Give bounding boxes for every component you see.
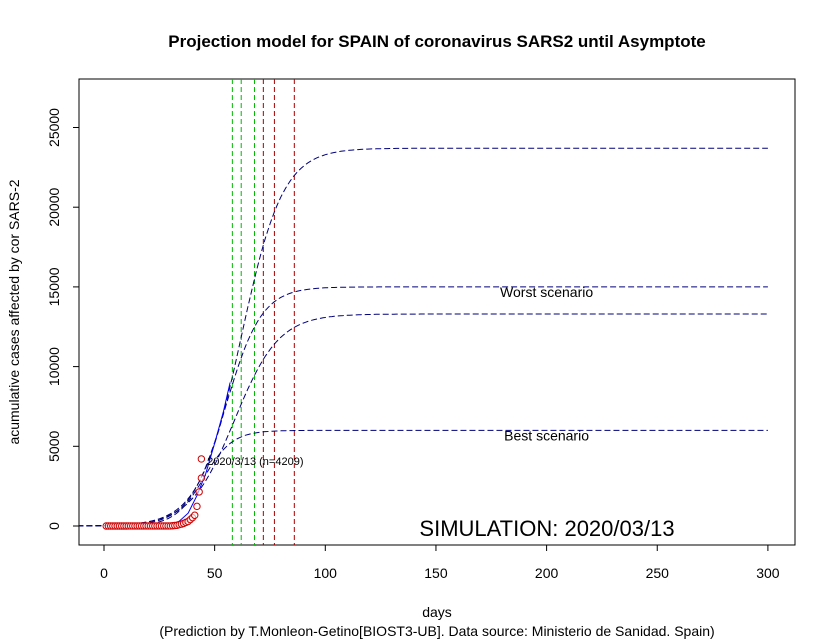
y-tick-label: 25000	[46, 108, 62, 147]
y-tick-label: 5000	[46, 431, 62, 462]
y-tick-label: 10000	[46, 347, 62, 386]
y-axis-label: acumulative cases affected by cor SARS-2	[6, 179, 22, 444]
projection-curve-5	[170, 382, 231, 525]
x-tick-label: 0	[100, 565, 108, 581]
worst-scenario-label: Worst scenario	[500, 284, 593, 300]
observed-point	[195, 488, 203, 496]
observed-point	[197, 474, 206, 482]
observed-point	[197, 455, 206, 463]
plot-frame	[78, 78, 796, 546]
chart-caption: (Prediction by T.Monleon-Getino[BIOST3-U…	[159, 623, 714, 639]
observed-point	[191, 511, 199, 519]
y-tick-label: 15000	[46, 267, 62, 306]
projection-curve-4	[79, 429, 768, 527]
point-annotation: 2020/3/13 (n=4209)	[207, 456, 303, 468]
x-tick-label: 200	[535, 565, 559, 581]
x-tick-label: 300	[756, 565, 780, 581]
projection-curve-3	[79, 313, 768, 527]
y-tick-label: 0	[46, 522, 62, 530]
simulation-watermark: SIMULATION: 2020/03/13	[419, 516, 674, 541]
y-tick-label: 20000	[46, 188, 62, 227]
x-axis: 0 50 100 150 200 250 300	[100, 545, 780, 581]
x-axis-label: days	[422, 604, 452, 620]
best-scenario-label: Best scenario	[504, 427, 589, 443]
projection-curve-1	[79, 147, 768, 527]
x-tick-label: 250	[646, 565, 670, 581]
projection-curve-2	[79, 286, 768, 527]
x-tick-label: 100	[314, 565, 338, 581]
vertical-reference-lines	[231, 79, 295, 545]
y-axis: 0 5000 10000 15000 20000 25000	[46, 108, 79, 530]
chart-title: Projection model for SPAIN of coronaviru…	[168, 32, 705, 51]
observed-cases	[102, 455, 206, 530]
x-tick-label: 50	[207, 565, 223, 581]
projection-curves	[79, 147, 768, 527]
observed-point	[193, 502, 201, 511]
x-tick-label: 150	[424, 565, 448, 581]
